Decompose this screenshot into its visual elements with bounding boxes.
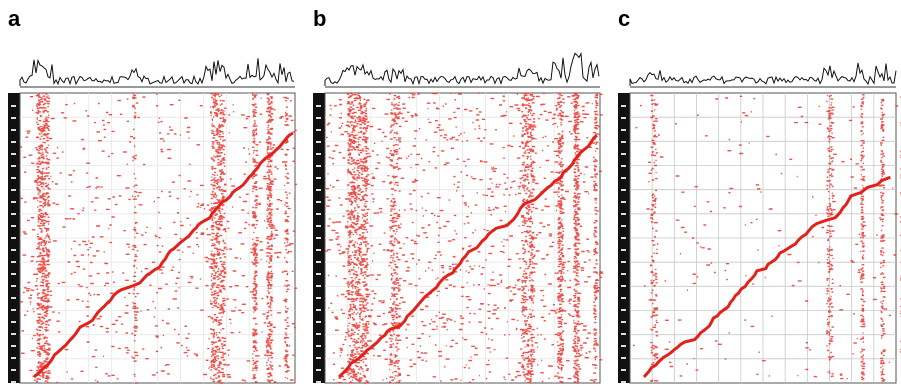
dotplot-b (313, 51, 604, 384)
panel-c: c (610, 0, 901, 388)
dotplot-a (8, 58, 297, 384)
panel-label: b (313, 6, 327, 31)
panel-label: a (8, 6, 21, 31)
panel-label: c (618, 6, 631, 31)
panel-a: a (0, 0, 297, 388)
panel-b: b (305, 0, 604, 388)
dotplot-c (618, 62, 901, 384)
